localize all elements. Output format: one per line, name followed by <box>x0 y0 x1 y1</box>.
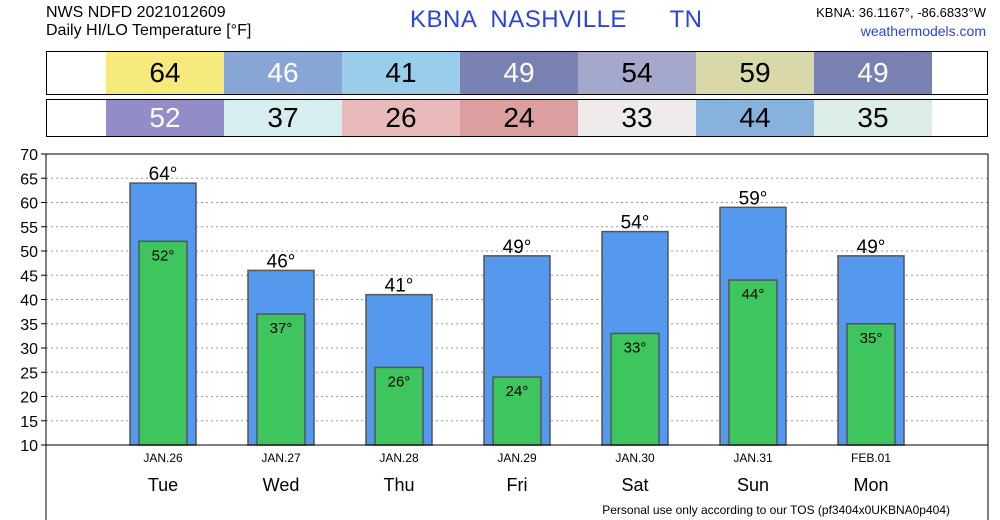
hi-value-label: 46° <box>267 251 296 272</box>
y-tick-label: 45 <box>20 268 38 285</box>
hi-temp-cell: 59 <box>696 52 814 94</box>
lo-temp-cell: 26 <box>342 100 460 136</box>
hi-temp-cell: 49 <box>814 52 932 94</box>
lo-temp-cell: 44 <box>696 100 814 136</box>
station-state: TN <box>669 6 703 33</box>
hi-temp-cell: 49 <box>460 52 578 94</box>
weekday-label: Mon <box>853 475 888 495</box>
hi-temp-cell: 64 <box>106 52 224 94</box>
product-label: Daily HI/LO Temperature [°F] <box>46 22 252 39</box>
date-label: JAN.31 <box>733 451 773 465</box>
station-city: NASHVILLE <box>490 6 627 33</box>
lo-temp-cell: 24 <box>460 100 578 136</box>
site-link[interactable]: weathermodels.com <box>860 23 986 39</box>
y-tick-label: 50 <box>20 244 38 261</box>
y-tick-label: 60 <box>20 196 38 213</box>
lo-bar <box>610 332 660 446</box>
hi-temp-cell: 54 <box>578 52 696 94</box>
weekday-label: Sun <box>737 475 769 495</box>
hi-value-label: 49° <box>857 237 886 258</box>
date-label: JAN.30 <box>615 451 655 465</box>
lo-temp-cell: 37 <box>224 100 342 136</box>
weekday-label: Fri <box>507 475 528 495</box>
hi-temp-cell: 46 <box>224 52 342 94</box>
hi-value-label: 59° <box>739 188 768 209</box>
date-label: JAN.26 <box>143 451 183 465</box>
lo-value-label: 52° <box>152 247 175 264</box>
lo-temp-cell: 33 <box>578 100 696 136</box>
hi-value-label: 41° <box>385 276 414 297</box>
y-tick-label: 65 <box>20 171 38 188</box>
y-tick-label: 55 <box>20 220 38 237</box>
weekday-label: Wed <box>263 475 300 495</box>
lo-bar <box>728 279 778 446</box>
hi-temp-cell: 41 <box>342 52 460 94</box>
hi-value-label: 54° <box>621 213 650 234</box>
weekday-label: Sat <box>621 475 648 495</box>
lo-bar <box>374 366 424 446</box>
y-tick-label: 70 <box>20 147 38 164</box>
lo-value-label: 44° <box>742 286 765 303</box>
model-run-label: NWS NDFD 2021012609 <box>46 4 226 21</box>
chart-header: NWS NDFD 2021012609 Daily HI/LO Temperat… <box>46 4 251 40</box>
hi-value-label: 49° <box>503 237 532 258</box>
lo-value-label: 33° <box>624 339 647 356</box>
plot-frame <box>45 153 989 446</box>
lo-bar <box>492 376 542 446</box>
station-coords: KBNA: 36.1167°, -86.6833°W <box>816 5 986 20</box>
lo-bar <box>138 240 188 446</box>
lo-temp-cell: 52 <box>106 100 224 136</box>
y-tick-label: 20 <box>20 390 38 407</box>
hi-temp-band: 64 46 41 49 54 59 49 <box>46 51 988 95</box>
lo-value-label: 35° <box>860 330 883 347</box>
station-id: KBNA <box>410 6 477 33</box>
y-tick-label: 40 <box>20 293 38 310</box>
lo-temp-cell: 35 <box>814 100 932 136</box>
date-label: JAN.29 <box>497 451 537 465</box>
weekday-label: Thu <box>383 475 414 495</box>
y-tick-label: 10 <box>20 438 38 455</box>
tos-footer: Personal use only according to our TOS (… <box>602 503 950 517</box>
lo-value-label: 37° <box>270 320 293 337</box>
station-title: KBNA NASHVILLE TN <box>410 6 703 34</box>
y-tick-label: 15 <box>20 414 38 431</box>
date-label: JAN.28 <box>379 451 419 465</box>
date-label: FEB.01 <box>851 451 891 465</box>
lo-value-label: 26° <box>388 373 411 390</box>
date-label: JAN.27 <box>261 451 301 465</box>
y-tick-label: 25 <box>20 365 38 382</box>
lo-value-label: 24° <box>506 383 529 400</box>
y-tick-label: 35 <box>20 317 38 334</box>
station-info: KBNA: 36.1167°, -86.6833°W weathermodels… <box>816 4 986 40</box>
y-tick-label: 30 <box>20 341 38 358</box>
weekday-label: Tue <box>148 475 178 495</box>
hi-value-label: 64° <box>149 164 178 185</box>
lo-temp-band: 52 37 26 24 33 44 35 <box>46 99 988 137</box>
